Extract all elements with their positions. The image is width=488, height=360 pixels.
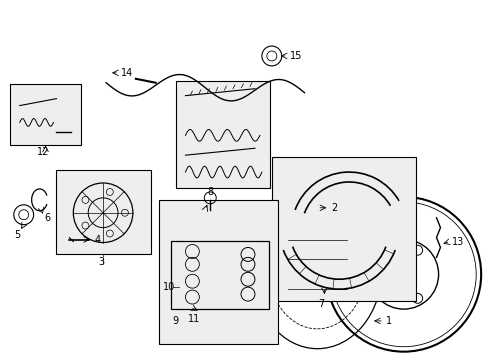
Text: 6: 6 bbox=[44, 213, 51, 223]
Text: 14: 14 bbox=[121, 68, 133, 78]
Text: 11: 11 bbox=[188, 314, 200, 324]
FancyBboxPatch shape bbox=[271, 157, 415, 301]
Text: 9: 9 bbox=[172, 316, 178, 326]
Text: 13: 13 bbox=[451, 237, 464, 247]
FancyBboxPatch shape bbox=[56, 170, 150, 255]
FancyBboxPatch shape bbox=[10, 84, 81, 145]
Text: 7: 7 bbox=[318, 299, 324, 309]
Text: 5: 5 bbox=[14, 230, 20, 239]
Text: 4: 4 bbox=[94, 234, 100, 244]
Text: 3: 3 bbox=[98, 257, 104, 267]
Text: 1: 1 bbox=[385, 316, 391, 326]
FancyBboxPatch shape bbox=[175, 81, 269, 188]
Text: 2: 2 bbox=[331, 203, 337, 213]
Text: 15: 15 bbox=[289, 51, 302, 61]
Text: 10: 10 bbox=[163, 282, 175, 292]
FancyBboxPatch shape bbox=[158, 200, 277, 344]
Text: 12: 12 bbox=[37, 147, 49, 157]
Text: 8: 8 bbox=[207, 187, 213, 197]
